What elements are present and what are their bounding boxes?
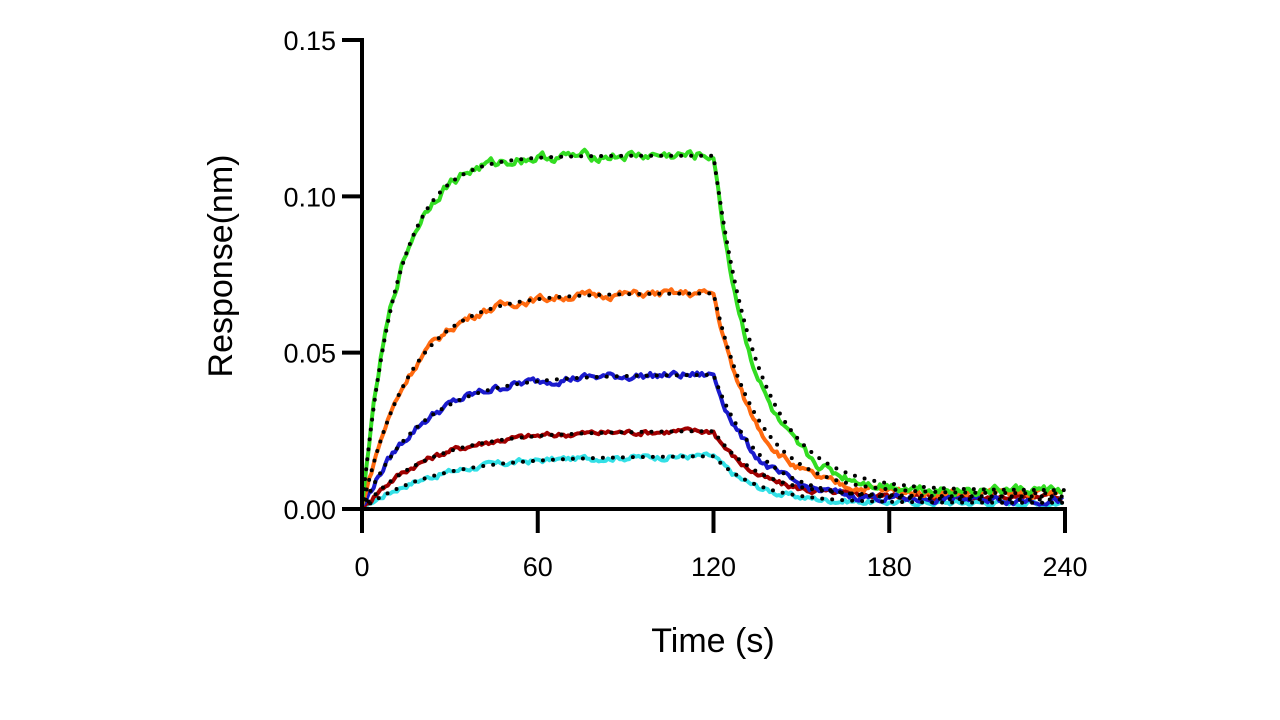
axes [360, 38, 1067, 512]
ticks: 0 60 120 180 240 0.00 0.05 0.10 0.15 [283, 26, 1087, 582]
y-tick-label: 0.10 [283, 182, 336, 212]
y-tick-label: 0.00 [283, 495, 336, 525]
series-layer [360, 147, 1064, 510]
x-tick-label: 60 [523, 552, 553, 582]
fit-curve [360, 454, 1067, 511]
y-tick-label: 0.15 [283, 26, 336, 56]
x-tick-label: 120 [691, 552, 736, 582]
series-line [360, 147, 1064, 506]
series-line [360, 369, 1064, 507]
x-tick-label: 240 [1042, 552, 1087, 582]
x-tick-label: 180 [867, 552, 912, 582]
y-tick-label: 0.05 [283, 339, 336, 369]
fit-curve [360, 372, 1067, 511]
x-axis-title: Time (s) [651, 622, 774, 660]
y-axis-title: Response(nm) [202, 155, 240, 378]
fit-curve [360, 291, 1067, 511]
fit-layer [360, 153, 1067, 511]
x-tick-label: 0 [354, 552, 369, 582]
